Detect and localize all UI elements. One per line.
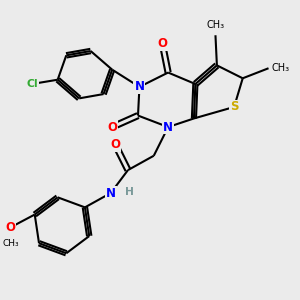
Text: N: N <box>134 80 144 93</box>
Text: O: O <box>158 38 167 50</box>
Text: O: O <box>5 221 15 234</box>
Text: N: N <box>106 187 116 200</box>
Text: Cl: Cl <box>26 79 38 89</box>
Text: CH₃: CH₃ <box>206 20 224 30</box>
Text: S: S <box>230 100 239 113</box>
Text: CH₃: CH₃ <box>272 63 290 73</box>
Text: CH₃: CH₃ <box>2 239 19 248</box>
Text: H: H <box>125 187 134 196</box>
Text: N: N <box>163 121 173 134</box>
Text: O: O <box>110 138 120 151</box>
Text: O: O <box>107 121 117 134</box>
